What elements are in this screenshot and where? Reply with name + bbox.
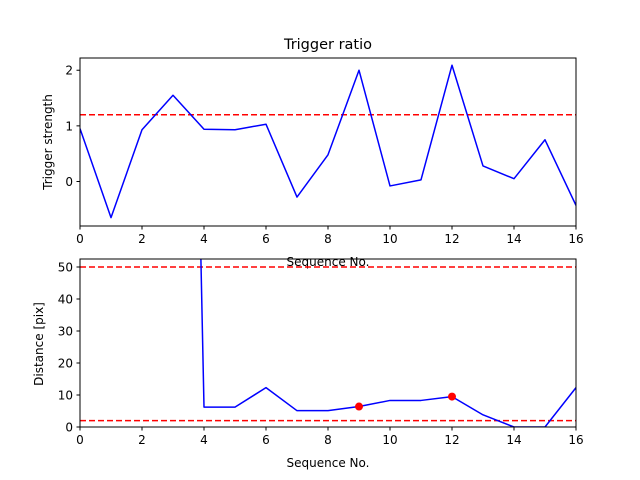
distance-ticks: 0 2 4 6 8 10 12 14 16 0 10 20 30 40 50 xyxy=(58,261,584,448)
trigger-x-tick-label: 12 xyxy=(444,232,459,246)
trigger-x-tick-label: 6 xyxy=(262,232,270,246)
distance-x-tick-label: 12 xyxy=(444,433,459,447)
distance-highlight-point-2 xyxy=(448,392,456,401)
distance-x-tick-label: 4 xyxy=(200,433,208,447)
distance-y-tick-label: 0 xyxy=(65,421,73,435)
trigger-chart-title: Trigger ratio xyxy=(283,37,372,53)
distance-series-line-1 xyxy=(200,259,576,427)
distance-marks xyxy=(80,259,576,427)
trigger-x-tick-label: 10 xyxy=(382,232,397,246)
trigger-ratio-panel: Trigger ratio Trigger strength Sequence … xyxy=(41,37,584,269)
trigger-x-tick-label: 16 xyxy=(568,232,583,246)
trigger-x-tick-label: 4 xyxy=(200,232,208,246)
distance-y-tick-label: 10 xyxy=(58,389,73,403)
distance-panel: Distance [pix] Sequence No. 0 2 4 6 8 10 12 14 1… xyxy=(32,258,584,470)
distance-y-tick-label: 50 xyxy=(58,261,73,275)
trigger-y-tick-label: 2 xyxy=(65,64,73,78)
distance-highlight-point-1 xyxy=(355,402,363,411)
distance-x-tick-label: 8 xyxy=(324,433,332,447)
trigger-y-tick-label: 1 xyxy=(65,119,73,133)
trigger-x-tick-label: 0 xyxy=(76,232,84,246)
trigger-y-axis-label: Trigger strength xyxy=(41,94,55,191)
distance-x-tick-label: 2 xyxy=(138,433,146,447)
distance-x-tick-label: 14 xyxy=(506,433,521,447)
distance-y-tick-label: 20 xyxy=(58,357,73,371)
distance-x-axis-label: Sequence No. xyxy=(287,456,370,470)
distance-y-tick-label: 30 xyxy=(58,325,73,339)
trigger-x-tick-label: 8 xyxy=(324,232,332,246)
trigger-series-line-1 xyxy=(80,64,576,219)
distance-x-tick-label: 16 xyxy=(568,433,583,447)
distance-x-tick-label: 10 xyxy=(382,433,397,447)
distance-x-tick-label: 6 xyxy=(262,433,270,447)
trigger-marks xyxy=(80,64,576,219)
trigger-x-tick-label: 2 xyxy=(138,232,146,246)
distance-y-axis-label: Distance [pix] xyxy=(32,302,46,386)
trigger-y-tick-label: 0 xyxy=(65,175,73,189)
trigger-x-tick-label: 14 xyxy=(506,232,521,246)
distance-x-tick-label: 0 xyxy=(76,433,84,447)
distance-y-tick-label: 40 xyxy=(58,293,73,307)
